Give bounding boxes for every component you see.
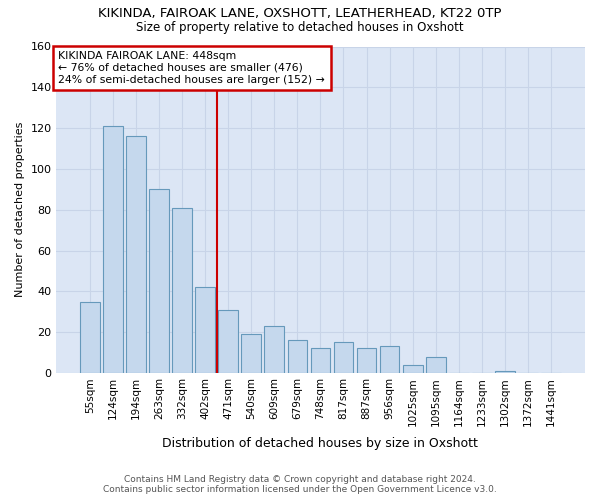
Bar [172,208,192,373]
Bar [426,356,446,373]
Bar [80,302,100,373]
Bar [287,340,307,373]
Bar [103,126,122,373]
Bar [380,346,400,373]
Text: KIKINDA FAIROAK LANE: 448sqm
← 76% of detached houses are smaller (476)
24% of s: KIKINDA FAIROAK LANE: 448sqm ← 76% of de… [58,52,325,84]
Bar [218,310,238,373]
Bar [265,326,284,373]
Bar [195,288,215,373]
Bar [357,348,376,373]
Bar [403,365,422,373]
Bar [495,371,515,373]
Text: Contains HM Land Registry data © Crown copyright and database right 2024.
Contai: Contains HM Land Registry data © Crown c… [103,474,497,494]
X-axis label: Distribution of detached houses by size in Oxshott: Distribution of detached houses by size … [163,437,478,450]
Y-axis label: Number of detached properties: Number of detached properties [15,122,25,298]
Text: KIKINDA, FAIROAK LANE, OXSHOTT, LEATHERHEAD, KT22 0TP: KIKINDA, FAIROAK LANE, OXSHOTT, LEATHERH… [98,8,502,20]
Bar [241,334,261,373]
Text: Size of property relative to detached houses in Oxshott: Size of property relative to detached ho… [136,21,464,34]
Bar [334,342,353,373]
Bar [311,348,330,373]
Bar [126,136,146,373]
Bar [149,190,169,373]
